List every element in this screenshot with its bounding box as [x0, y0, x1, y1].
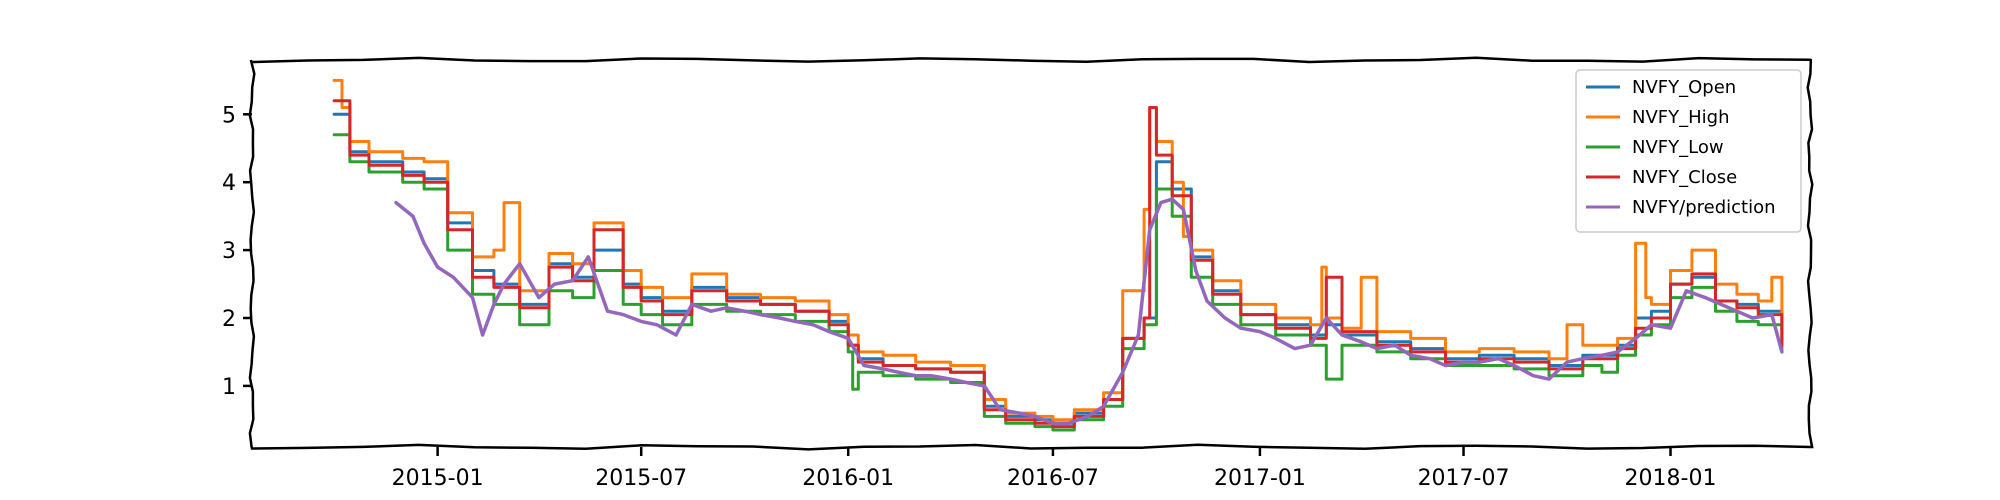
x-tick-label: 2016-07: [1007, 466, 1099, 491]
legend-label: NVFY_Close: [1632, 167, 1737, 188]
series-line-nvfy-high: [332, 78, 1784, 422]
x-tick-label: 2015-01: [392, 466, 484, 491]
series-line-nvfy-low: [332, 133, 1784, 432]
legend-box: [1575, 69, 1802, 233]
series-layer: [332, 78, 1784, 432]
x-axis: 2015-01 2015-07 2016-01 2016-07 2017-01 2017-…: [392, 447, 1717, 491]
y-tick-label: 4: [222, 171, 236, 196]
y-tick-label: 5: [222, 103, 236, 128]
legend-label: NVFY_High: [1632, 107, 1730, 128]
legend-label: NVFY/prediction: [1632, 197, 1776, 218]
legend-label: NVFY_Open: [1632, 77, 1736, 98]
x-tick-label: 2017-07: [1418, 466, 1510, 491]
y-tick-label: 1: [222, 375, 236, 400]
y-axis: 1 2 3 4 5: [222, 103, 252, 400]
legend-label: NVFY_Low: [1632, 137, 1724, 158]
y-tick-label: 3: [222, 239, 236, 264]
series-line-nvfy-prediction: [394, 197, 1784, 425]
legend: NVFY_Open NVFY_High NVFY_Low NVFY_Close NVFY…: [1575, 69, 1802, 233]
x-tick-label: 2015-07: [595, 466, 687, 491]
x-tick-label: 2018-01: [1625, 466, 1717, 491]
y-tick-label: 2: [222, 307, 236, 332]
x-tick-label: 2016-01: [802, 466, 894, 491]
plot-frame: [248, 56, 1814, 451]
x-tick-label: 2017-01: [1214, 466, 1306, 491]
